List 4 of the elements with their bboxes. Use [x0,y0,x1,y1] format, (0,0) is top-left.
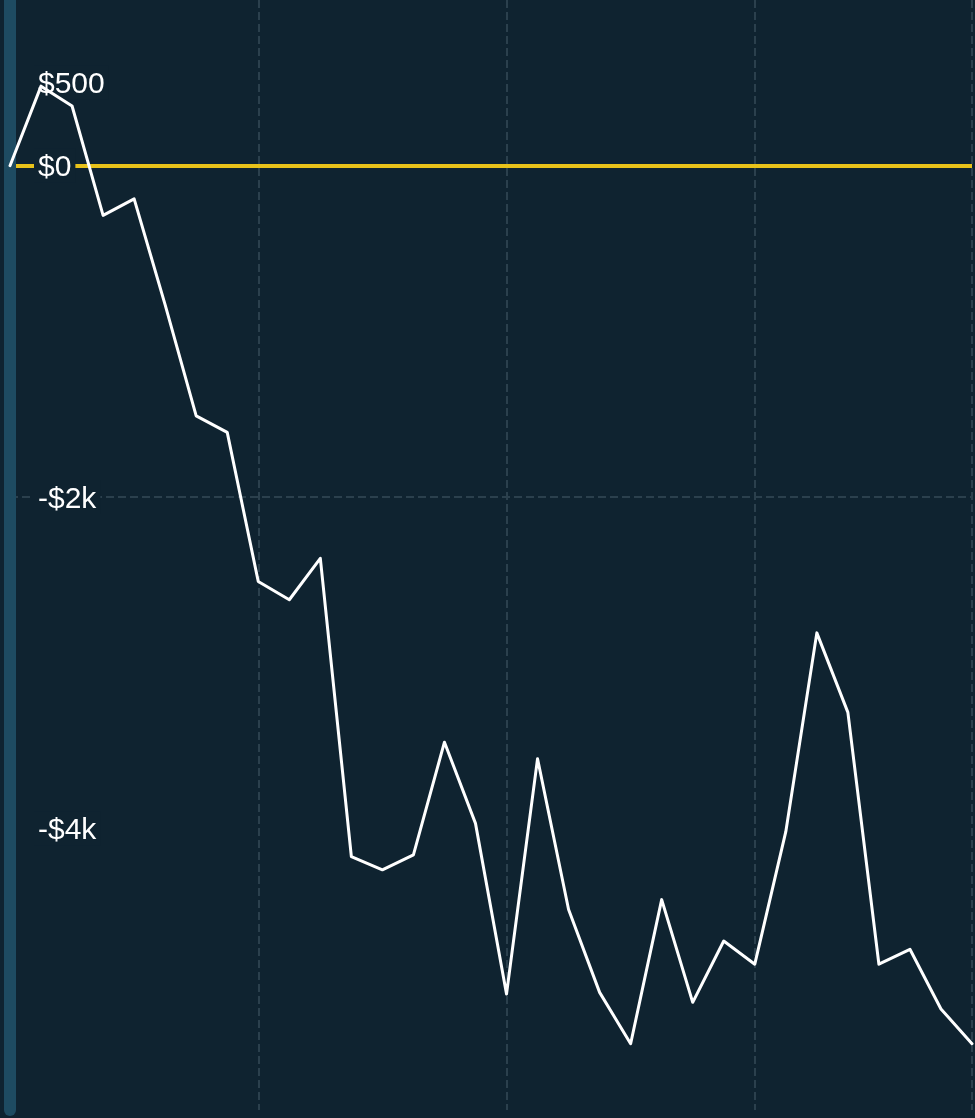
y-tick-label: -$4k [38,811,98,845]
y-tick-label: -$2k [38,480,98,514]
y-tick-label: $0 [38,149,72,183]
y-tick-label: $500 [38,66,105,100]
